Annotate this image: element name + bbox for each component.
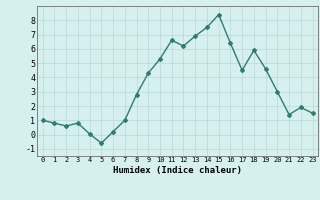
X-axis label: Humidex (Indice chaleur): Humidex (Indice chaleur) bbox=[113, 166, 242, 175]
